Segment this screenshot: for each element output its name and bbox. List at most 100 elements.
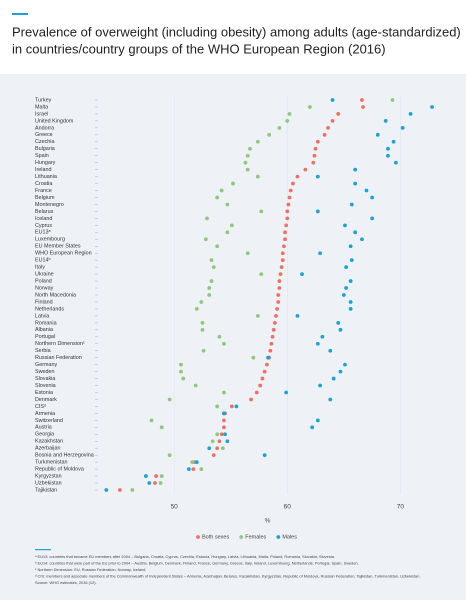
dot <box>318 383 322 388</box>
dot <box>217 439 222 444</box>
dot <box>209 258 214 263</box>
dot <box>222 425 226 430</box>
dot <box>344 286 349 290</box>
dot <box>308 105 312 109</box>
dot <box>243 160 248 165</box>
dot <box>283 237 287 242</box>
y-tick-label: Cyprus <box>35 223 52 229</box>
x-tick-label: 70 <box>397 504 405 511</box>
dot <box>117 488 122 492</box>
legend-marker <box>276 535 281 539</box>
y-tick-label: Republic of Moldova <box>35 467 84 473</box>
y-tick-label: Germany <box>35 362 57 368</box>
y-tick-label: Uzbekistan <box>35 480 62 486</box>
dot <box>220 446 225 451</box>
dot <box>274 313 278 318</box>
y-tick-label: Italy <box>35 265 45 271</box>
y-tick-label: Montenegro <box>35 202 64 208</box>
dot <box>186 467 191 472</box>
dot <box>280 251 285 256</box>
dot <box>311 160 316 165</box>
dot <box>229 223 234 228</box>
dot <box>271 327 276 332</box>
dot <box>391 139 396 144</box>
dot <box>331 376 336 381</box>
y-tick-label: North Macedonia <box>35 292 76 298</box>
dot <box>393 160 398 165</box>
y-tick-label: Sweden <box>35 369 54 375</box>
dot <box>200 327 205 332</box>
dot <box>330 118 335 123</box>
chart-title: in countries/country groups of the WHO E… <box>12 41 386 56</box>
dot <box>315 209 320 214</box>
dot <box>361 105 365 109</box>
y-tick-label: CISᵈ <box>35 404 46 410</box>
dot <box>225 230 230 235</box>
dot <box>280 258 285 263</box>
dot <box>328 348 333 353</box>
dot <box>262 369 267 374</box>
dot <box>211 265 216 270</box>
y-tick-label: Turkey <box>35 97 52 103</box>
dot <box>225 439 230 444</box>
dot <box>277 279 282 283</box>
dot <box>430 105 434 109</box>
dot <box>383 118 388 123</box>
dot <box>336 112 341 116</box>
dot <box>254 390 259 395</box>
dot <box>159 474 164 478</box>
dot <box>203 237 208 242</box>
dot <box>291 181 295 186</box>
dot <box>375 132 380 137</box>
dot <box>229 404 234 409</box>
dot <box>315 174 320 179</box>
dot <box>390 98 395 102</box>
dot <box>322 132 327 137</box>
dot <box>315 139 320 144</box>
dot <box>147 481 152 485</box>
dot <box>199 467 204 472</box>
dot <box>191 467 196 472</box>
dot <box>318 251 322 256</box>
dot <box>267 132 272 137</box>
dot <box>167 397 172 402</box>
dot <box>276 293 281 297</box>
y-tick-label: Spain <box>35 153 49 159</box>
dot <box>144 474 148 478</box>
dot <box>211 453 216 458</box>
dot <box>210 439 215 444</box>
dot <box>275 307 280 311</box>
y-tick-label: Azerbaijan <box>35 446 60 452</box>
dot <box>130 488 135 492</box>
dot <box>255 313 260 318</box>
dot <box>205 216 209 221</box>
y-tick-label: Malta <box>35 104 48 110</box>
footnote: Source: WHO estimates, 2016 (12). <box>35 580 97 585</box>
dot <box>360 98 364 102</box>
y-tick-label: Ukraine <box>35 272 54 278</box>
dot <box>266 355 270 360</box>
dot <box>219 432 224 437</box>
dot <box>282 244 286 249</box>
dot <box>207 293 212 297</box>
y-tick-label: Russian Federation <box>35 355 82 361</box>
dot <box>149 418 154 423</box>
dot <box>215 195 220 200</box>
y-tick-label: WHO European Region <box>35 251 92 257</box>
dot <box>200 320 205 325</box>
dot <box>222 390 226 395</box>
dot <box>245 153 250 158</box>
dot <box>193 383 198 388</box>
dot <box>222 418 226 423</box>
dot <box>248 146 252 151</box>
y-tick-label: Ireland <box>35 167 51 173</box>
dot <box>283 230 287 235</box>
dot <box>199 300 204 304</box>
y-tick-label: Finland <box>35 299 53 305</box>
dot <box>159 425 164 430</box>
dot <box>278 272 283 277</box>
y-tick-label: Greece <box>35 132 53 138</box>
y-tick-label: Denmark <box>35 397 57 403</box>
footnote: ᵈ CIS: members and associate members of … <box>35 574 420 579</box>
y-tick-label: Portugal <box>35 334 55 340</box>
